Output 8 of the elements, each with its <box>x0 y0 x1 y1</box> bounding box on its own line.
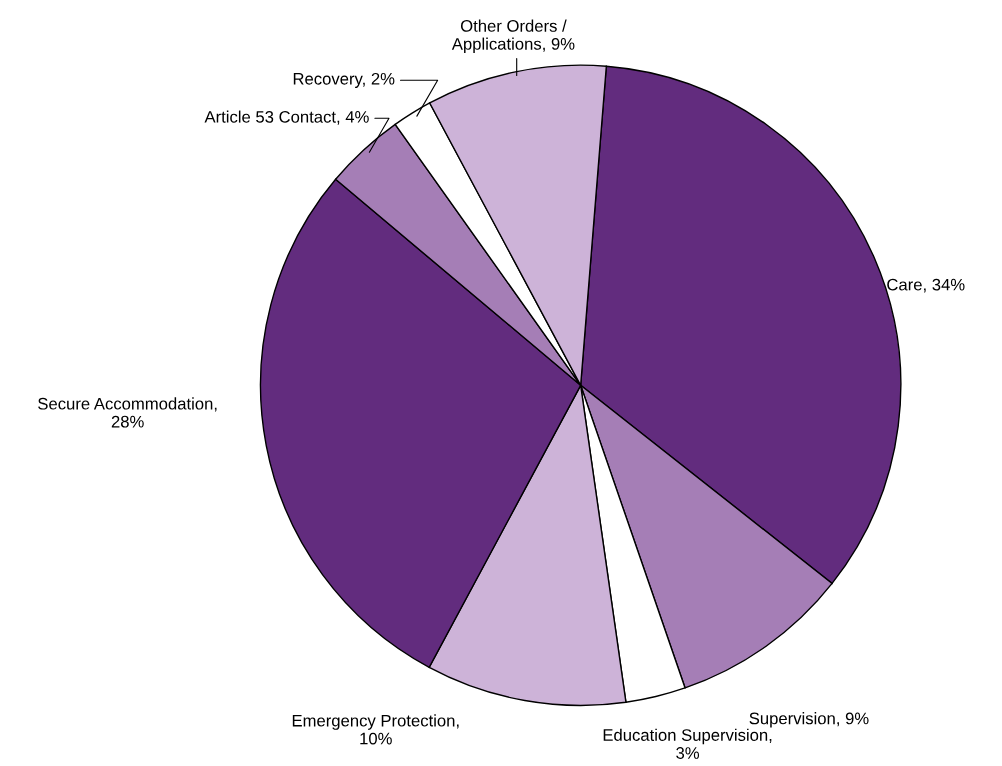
slice-label: Emergency Protection, 10% <box>292 714 459 745</box>
slice-label: Education Supervision, 3% <box>603 728 772 759</box>
slice-label: Care, 34% <box>887 278 965 293</box>
slice-label: Supervision, 9% <box>749 712 869 728</box>
slice-label: Other Orders / Applications, 9% <box>451 19 575 54</box>
slice-label: Secure Accommodation, 28% <box>38 397 217 428</box>
slice-label: Article 53 Contact, 4% <box>204 110 369 125</box>
slice-label: Recovery, 2% <box>293 72 395 88</box>
